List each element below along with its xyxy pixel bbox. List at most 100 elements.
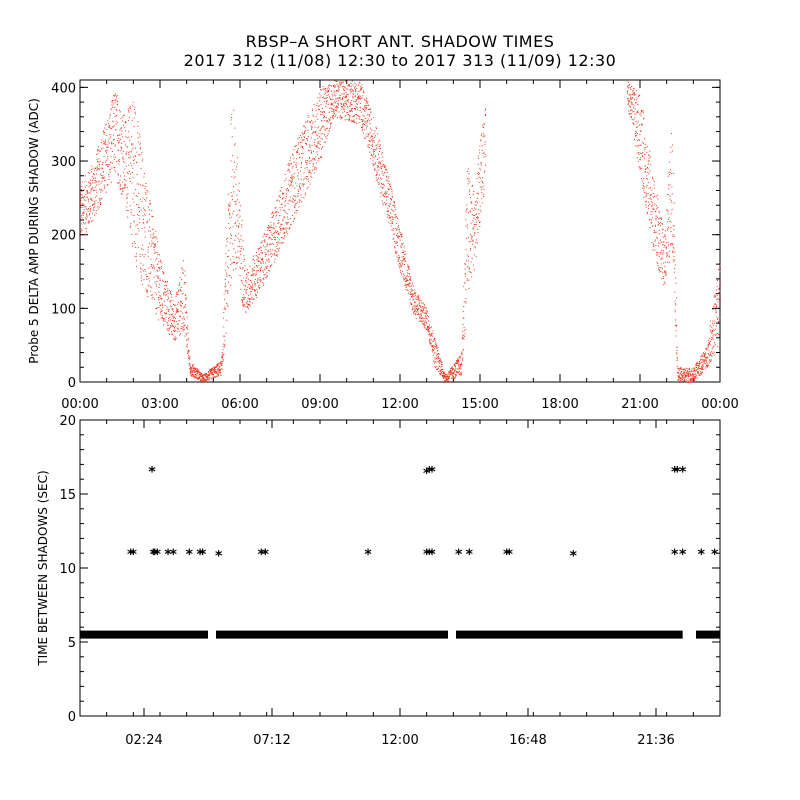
- data-point: [457, 359, 459, 361]
- data-point: [443, 372, 444, 374]
- data-point: [635, 102, 637, 104]
- data-point: [169, 328, 171, 330]
- data-point: [99, 199, 101, 201]
- data-point: [368, 140, 370, 142]
- data-point: [386, 176, 388, 178]
- data-point: [710, 320, 712, 322]
- data-point: [193, 369, 195, 371]
- data-point: [124, 168, 126, 170]
- data-point: [455, 366, 456, 368]
- data-point: [174, 316, 176, 318]
- data-point: [120, 138, 122, 140]
- data-point: [130, 162, 132, 164]
- data-point: [273, 227, 275, 229]
- data-point: [101, 148, 102, 150]
- data-point: [429, 327, 431, 328]
- data-point: [648, 154, 650, 156]
- data-point: [92, 205, 94, 207]
- data-point: [295, 195, 297, 197]
- data-point: [303, 125, 304, 127]
- data-point: [656, 194, 658, 196]
- data-point: [140, 184, 142, 186]
- data-point: [630, 98, 632, 100]
- data-point: [327, 133, 329, 135]
- data-point: [716, 289, 717, 291]
- data-point: [239, 215, 241, 217]
- data-point: [224, 335, 226, 337]
- data-point: [355, 106, 357, 108]
- data-point: [141, 284, 143, 286]
- data-point: [105, 161, 106, 163]
- data-point: [336, 80, 338, 82]
- data-point: [705, 352, 706, 354]
- data-point: [96, 192, 98, 194]
- data-point: [417, 304, 418, 306]
- data-point: [391, 196, 393, 197]
- data-point: [289, 196, 291, 198]
- data-point: [171, 308, 173, 309]
- data-point: [390, 225, 392, 227]
- data-point: [421, 322, 423, 324]
- data-point: [386, 196, 388, 197]
- bottom-ytick-label: 20: [59, 414, 76, 429]
- data-point: [284, 236, 286, 238]
- data-point: [108, 126, 110, 128]
- data-point: [627, 90, 628, 92]
- data-point: [159, 295, 161, 297]
- data-point: [442, 368, 444, 370]
- data-point: [142, 244, 144, 246]
- data-point: [310, 175, 312, 177]
- data-point: [635, 94, 637, 96]
- data-point: [134, 242, 136, 244]
- data-point: [405, 283, 407, 285]
- data-point: [332, 118, 334, 120]
- data-point: [153, 247, 155, 248]
- data-point: [135, 156, 137, 158]
- data-point: [632, 104, 634, 106]
- data-point: [698, 371, 699, 373]
- data-point: [277, 231, 279, 232]
- data-point: [264, 239, 266, 241]
- data-point: [385, 191, 387, 193]
- data-point: [182, 292, 184, 294]
- data-point: [329, 126, 331, 128]
- data-point: [300, 178, 302, 180]
- data-point: [282, 228, 284, 230]
- data-point: [165, 294, 167, 296]
- data-point: [409, 283, 411, 285]
- data-point: [397, 217, 398, 219]
- data-point: [132, 198, 134, 200]
- data-point: [457, 361, 459, 363]
- data-point: [460, 355, 462, 357]
- data-point: [439, 360, 441, 362]
- data-point: [249, 301, 251, 303]
- data-point: [388, 221, 390, 223]
- data-point: [357, 97, 359, 99]
- data-point: [716, 286, 718, 288]
- data-point: [435, 347, 437, 349]
- data-point: [654, 240, 656, 242]
- data-point: [141, 160, 143, 162]
- data-point: [247, 294, 249, 296]
- data-point: [698, 368, 700, 370]
- data-point: [340, 116, 342, 118]
- data-point: [673, 225, 675, 227]
- data-point: [248, 299, 250, 301]
- data-point: [678, 378, 680, 380]
- data-point: [270, 243, 272, 245]
- data-point: [386, 171, 388, 173]
- data-point: [226, 319, 228, 321]
- data-point: [701, 365, 702, 367]
- data-point: [408, 266, 410, 268]
- data-point: [629, 105, 630, 107]
- data-point: [114, 145, 116, 147]
- data-point: [219, 370, 221, 372]
- data-point: [168, 317, 170, 319]
- data-point: [475, 208, 477, 210]
- data-point: [184, 305, 186, 307]
- data-point: [347, 99, 349, 101]
- data-point: [356, 84, 358, 86]
- data-point: [633, 88, 635, 90]
- data-point: [426, 314, 428, 316]
- data-point: [169, 316, 171, 318]
